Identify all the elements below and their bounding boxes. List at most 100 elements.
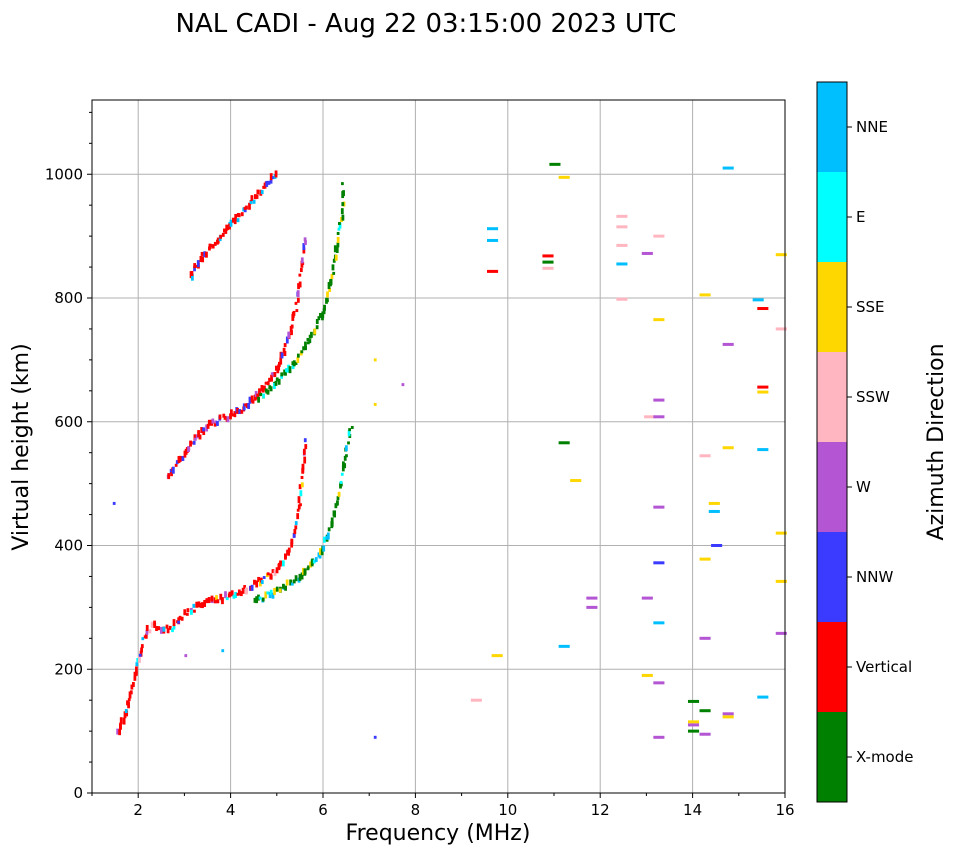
data-point-nnw [272,176,275,180]
data-point-w [300,257,304,264]
data-point-sse [708,501,720,505]
data-point-vertical [123,711,127,719]
data-point-sse [285,579,289,586]
colorbar-label: X-mode [856,748,913,766]
data-point-vertical [135,666,138,674]
data-point-x-mode [343,455,347,461]
data-point-vertical [229,413,232,420]
data-point-vertical [255,580,259,588]
data-point-vertical [293,529,297,535]
data-point-x-mode [291,361,295,366]
data-point-x-mode [259,392,263,396]
data-point-sse [757,390,769,394]
data-point-w [586,605,598,609]
data-point-nnw [181,455,185,461]
data-point-vertical [301,468,305,474]
data-point-vertical [290,324,294,329]
data-point-vertical [178,455,182,462]
data-point-x-mode [332,258,336,263]
data-point-x-mode [300,572,304,580]
data-point-e [266,591,270,595]
data-point-x-mode [321,311,325,319]
data-point-vertical [290,330,293,336]
data-point-vertical [207,419,211,426]
data-point-w [653,398,665,402]
data-point-e [280,374,284,379]
data-point-nne [229,219,233,227]
data-point-nne [268,592,272,599]
data-point-vertical [206,423,210,429]
data-point-nnw [285,336,289,344]
data-point-x-mode [336,242,340,248]
data-point-w [211,418,215,424]
data-point-x-mode [275,586,279,592]
data-point-nne [757,448,769,452]
data-point-nne [192,603,196,608]
data-point-vertical [122,717,126,725]
data-point-vertical [284,553,287,559]
data-point-vertical [201,256,205,263]
data-point-vertical [195,601,199,608]
plot-frame [91,99,786,794]
data-point-x-mode [315,318,319,324]
data-point-nnw [112,501,116,505]
data-point-x-mode [303,568,307,575]
data-point-x-mode [288,366,292,374]
data-point-vertical [174,463,178,467]
data-point-vertical [139,650,143,657]
data-point-nne [260,580,264,585]
data-point-sse [319,547,322,555]
data-point-x-mode [339,482,343,487]
data-point-vertical [193,434,197,441]
data-point-vertical [145,624,149,631]
data-point-sse [641,673,653,677]
data-point-x-mode [338,221,341,225]
data-point-vertical [283,343,287,348]
data-point-x-mode [336,231,340,235]
data-point-vertical [213,241,217,246]
data-point-vertical [298,273,302,277]
data-point-sse [336,236,340,243]
data-point-sse [337,491,341,497]
data-point-vertical [239,591,243,597]
data-point-vertical [183,609,187,616]
data-point-vertical [200,251,204,256]
data-point-x-mode [336,496,340,501]
data-point-sse [259,580,262,587]
data-point-x-mode [266,389,270,395]
data-point-e [262,393,265,399]
data-point-vertical [250,395,254,403]
data-point-vertical [130,684,134,690]
data-point-vertical [230,590,234,597]
data-point-sse [699,293,711,297]
data-point-w [214,420,218,424]
data-point-ssw [616,225,628,229]
data-point-x-mode [306,337,310,341]
data-point-x-mode [306,341,310,345]
data-point-vertical [236,592,240,596]
data-point-nnw [653,561,665,565]
data-point-e [299,490,303,497]
data-point-w [226,416,230,423]
data-point-vertical [297,504,301,510]
data-point-sse [330,273,334,279]
data-point-vertical [279,560,282,567]
data-point-w [159,626,163,634]
data-point-x-mode [322,308,326,315]
data-point-nnw [303,438,307,443]
data-point-x-mode [304,346,307,351]
data-point-nne [141,637,145,641]
data-point-x-mode [326,298,329,303]
data-point-x-mode [687,699,700,703]
data-point-vertical [218,414,222,420]
data-point-vertical [294,525,298,530]
data-point-vertical [155,626,158,632]
x-tick-label: 16 [775,801,794,819]
data-point-vertical [301,262,305,266]
data-point-e [281,560,285,567]
data-point-vertical [274,170,278,178]
data-point-vertical [253,579,256,585]
y-axis: 0 200 400 600 800 1000 [45,111,92,802]
data-point-vertical [296,297,300,303]
data-point-nne [236,218,240,223]
